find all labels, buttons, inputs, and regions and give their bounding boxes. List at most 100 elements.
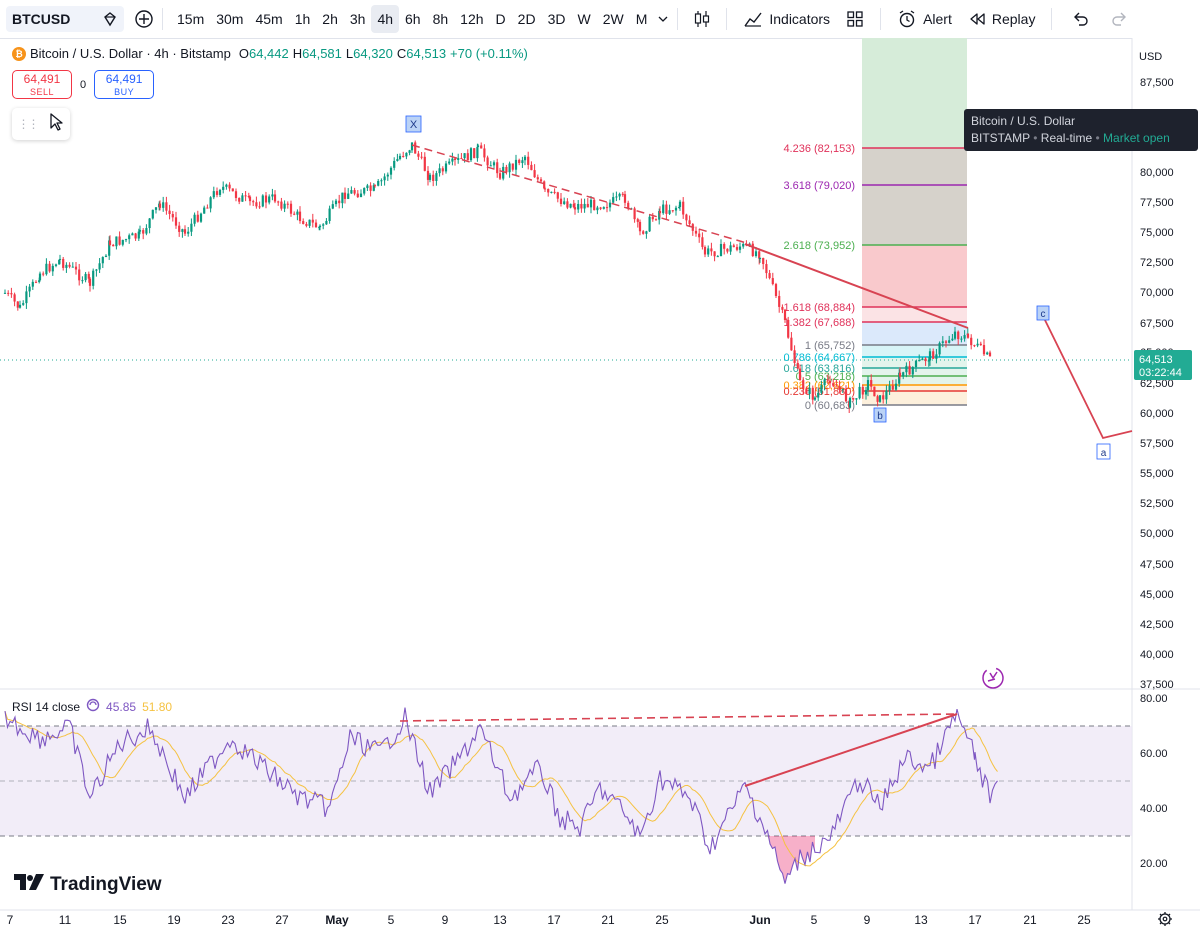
price-axis-currency[interactable]: USD xyxy=(1139,51,1162,63)
candle-body xyxy=(112,244,115,247)
candle-body xyxy=(645,231,648,234)
chevron-down-icon[interactable] xyxy=(657,13,669,25)
candle-body xyxy=(599,207,602,209)
candle-body xyxy=(483,148,486,158)
main-chart[interactable]: 4.236 (82,153) 3.618 (79,020) 2.618 (73,95… xyxy=(0,38,1200,933)
cursor-arrow-icon[interactable] xyxy=(49,112,65,136)
candle-body xyxy=(533,170,536,178)
candle-body xyxy=(658,211,661,220)
timeframe-3h[interactable]: 3h xyxy=(349,11,366,27)
candle-body xyxy=(277,201,280,203)
candle-body xyxy=(848,397,852,408)
candle-body xyxy=(891,385,894,390)
candle-body xyxy=(193,214,196,224)
timeframe-30m[interactable]: 30m xyxy=(216,11,244,27)
price-tick: 87,500 xyxy=(1140,77,1174,89)
timeframe-15m[interactable]: 15m xyxy=(177,11,205,27)
timeframe-45m[interactable]: 45m xyxy=(255,11,283,27)
candle-body xyxy=(460,158,463,160)
candle-body xyxy=(453,158,457,160)
candle-body xyxy=(735,247,739,250)
candle-body xyxy=(808,387,811,394)
rsi-tick: 80.00 xyxy=(1140,693,1168,705)
candle-body xyxy=(480,145,483,149)
add-symbol-icon[interactable] xyxy=(134,9,154,29)
candle-body xyxy=(417,153,420,157)
candle-body xyxy=(402,155,405,157)
rsi-solid-trendline xyxy=(744,713,958,787)
timeframe-3D[interactable]: 3D xyxy=(547,11,566,27)
candle-body xyxy=(264,195,268,203)
candle-body xyxy=(668,210,671,214)
timeframe-W[interactable]: W xyxy=(577,11,591,27)
candle-body xyxy=(550,191,553,193)
buy-button[interactable]: 64,491 BUY xyxy=(94,70,155,99)
candle-body xyxy=(255,202,258,207)
candle-body xyxy=(898,372,902,377)
candle-body xyxy=(88,278,92,286)
candle-body xyxy=(976,343,979,346)
candle-body xyxy=(428,174,432,180)
open-value: 64,442 xyxy=(248,46,289,61)
candle-body xyxy=(171,214,174,218)
candle-body xyxy=(573,207,577,210)
candle-body xyxy=(811,387,814,400)
candle-body xyxy=(966,333,970,338)
timeframe-4h[interactable]: 4h xyxy=(371,5,400,33)
timeframe-12h[interactable]: 12h xyxy=(460,11,484,27)
undo-icon[interactable] xyxy=(1072,11,1090,27)
candle-body xyxy=(298,211,302,222)
price-tick: 40,000 xyxy=(1140,649,1174,661)
replay-button[interactable]: Replay xyxy=(960,5,1044,33)
candle-body xyxy=(914,360,918,368)
templates-icon[interactable] xyxy=(846,10,864,28)
candle-body xyxy=(864,390,868,395)
candle-body xyxy=(608,202,612,208)
candle-body xyxy=(466,153,469,161)
timeframe-1h[interactable]: 1h xyxy=(294,11,311,27)
candle-body xyxy=(768,273,771,279)
settings-gear-icon[interactable] xyxy=(1158,912,1172,926)
timeframe-2D[interactable]: 2D xyxy=(517,11,536,27)
tradingview-logo[interactable]: TradingView xyxy=(14,874,162,896)
sparkle-icon[interactable] xyxy=(982,667,1004,689)
symbol-title[interactable]: Bitcoin / U.S. Dollar · 4h · Bitstamp xyxy=(30,46,231,61)
candle-body xyxy=(932,351,935,359)
timeframe-2h[interactable]: 2h xyxy=(322,11,338,27)
timeframe-8h[interactable]: 8h xyxy=(432,11,449,27)
candle-body xyxy=(970,337,973,346)
drag-handle-icon[interactable]: ⋮⋮ xyxy=(17,117,40,131)
timeframe-2W[interactable]: 2W xyxy=(602,11,624,27)
redo-icon[interactable] xyxy=(1110,11,1128,27)
trade-buttons: 64,491 SELL 0 64,491 BUY xyxy=(12,70,155,99)
time-tick: 5 xyxy=(388,913,395,927)
candle-body xyxy=(944,341,948,343)
rsi-title[interactable]: RSI 14 close xyxy=(12,699,81,714)
candle-body xyxy=(927,360,930,362)
current-price-tag: 64,513 03:22:44 xyxy=(1134,350,1192,380)
candle-body xyxy=(729,245,732,252)
candle-body xyxy=(296,211,299,215)
timeframe-6h[interactable]: 6h xyxy=(405,11,421,27)
rsi-value: 45.85 xyxy=(106,699,137,714)
candle-body xyxy=(104,255,108,258)
candle-body xyxy=(261,195,264,207)
candle-body xyxy=(318,227,321,229)
timeframe-M[interactable]: M xyxy=(635,11,648,27)
alert-button[interactable]: Alert xyxy=(889,5,960,33)
rsi-settings-icon[interactable] xyxy=(86,698,100,715)
sell-button[interactable]: 64,491 SELL xyxy=(12,70,72,99)
symbol-search[interactable]: BTCUSD xyxy=(6,6,124,32)
candles-icon[interactable] xyxy=(692,9,712,29)
candle-body xyxy=(841,388,844,390)
timeframe-D[interactable]: D xyxy=(495,11,506,27)
fib-label: 1.382 (67,688) xyxy=(783,317,855,329)
candle-body xyxy=(569,203,572,208)
candle-body xyxy=(426,170,430,180)
indicators-button[interactable]: Indicators xyxy=(735,5,838,33)
candle-body xyxy=(602,207,605,209)
candle-body xyxy=(183,229,187,234)
candle-body xyxy=(486,157,489,166)
candle-body xyxy=(489,165,492,167)
candle-body xyxy=(142,230,145,234)
